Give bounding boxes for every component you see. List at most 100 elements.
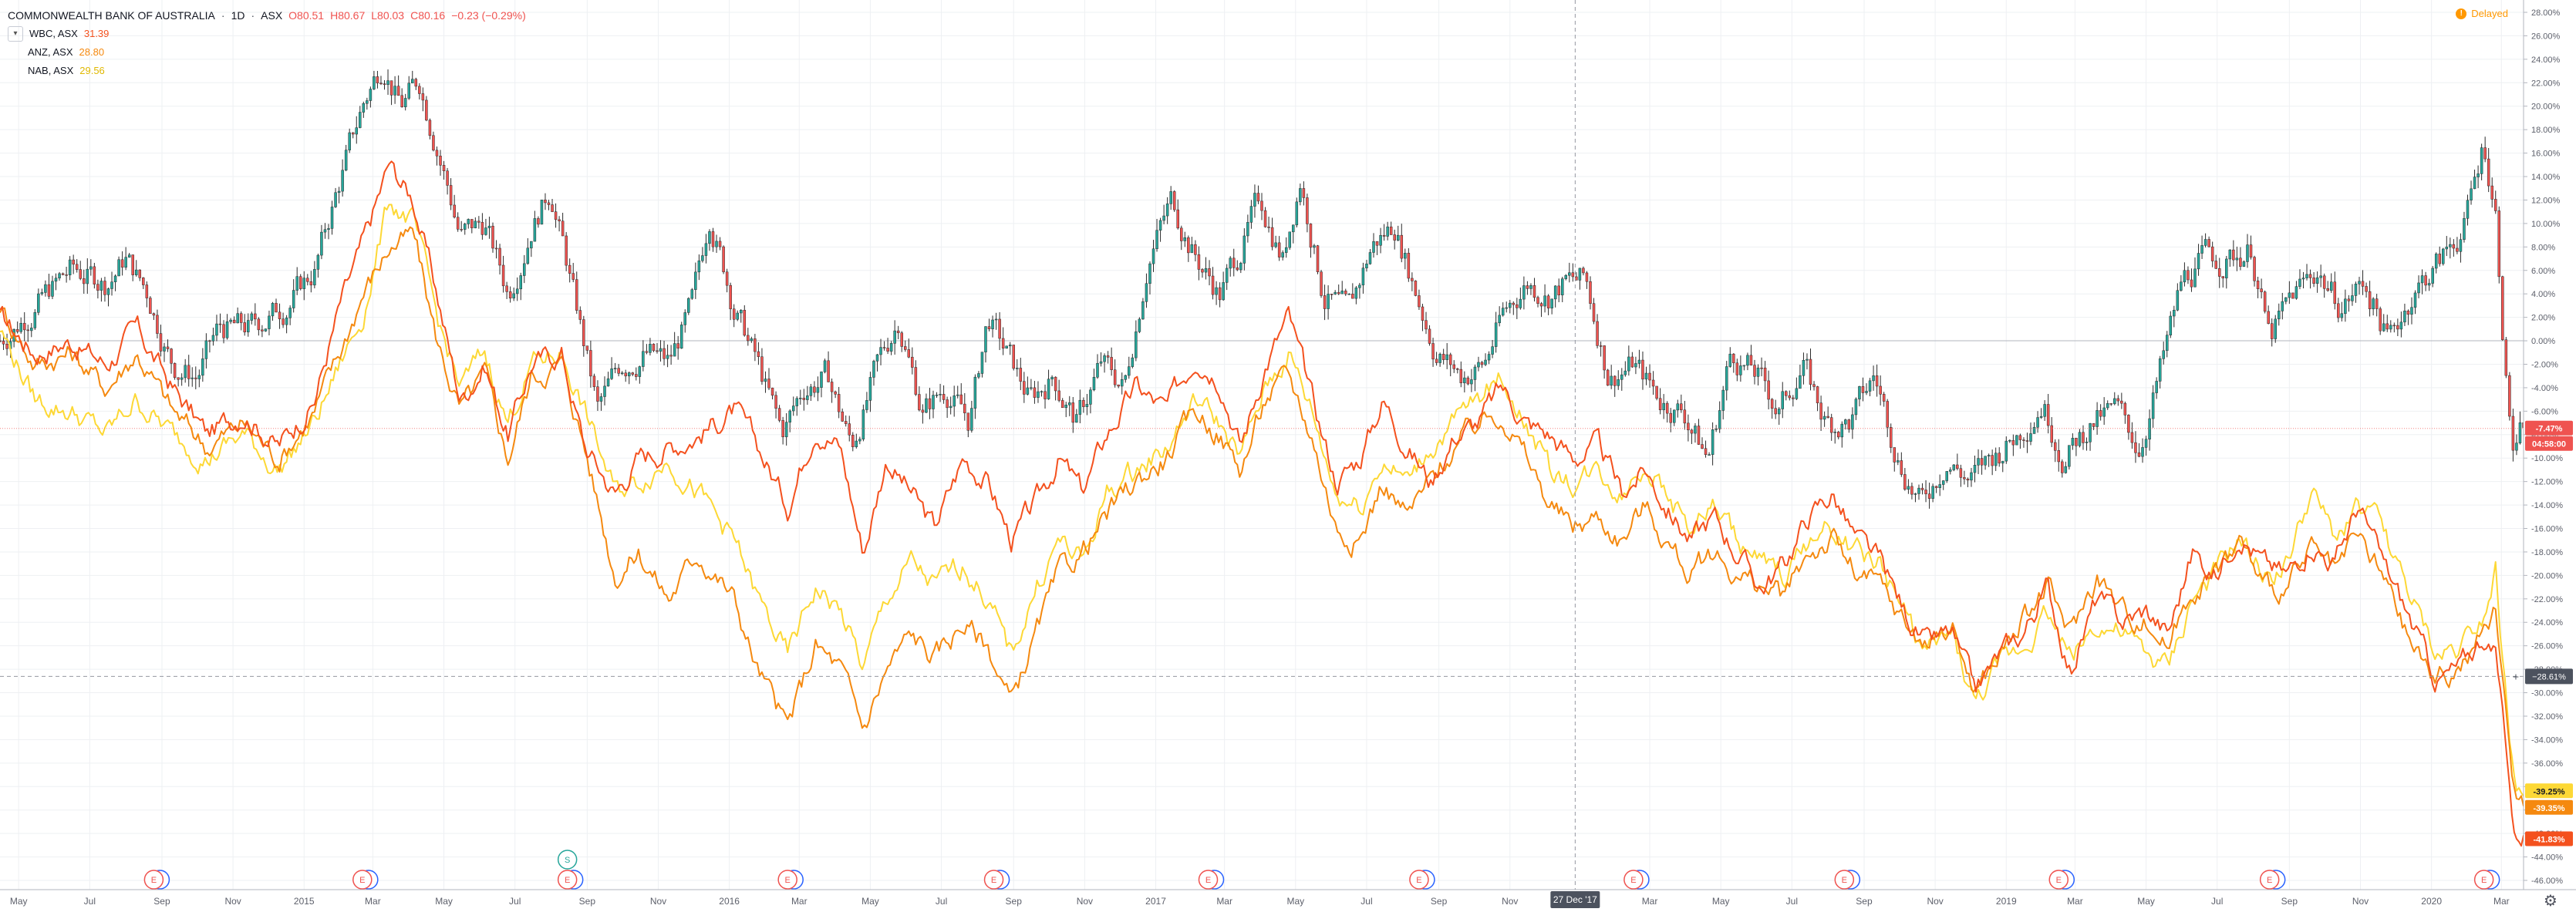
candle-body (1847, 419, 1851, 430)
candle-body (1477, 362, 1480, 368)
candle-body (2123, 402, 2127, 416)
crosshair-price-label: −28.61% (2532, 672, 2566, 681)
candle-body (2144, 439, 2148, 448)
candle-body (561, 220, 565, 237)
candle-body (1484, 359, 1487, 365)
candle-body (1578, 268, 1582, 281)
y-tick-label: -6.00% (2531, 407, 2558, 416)
x-tick-label: Jul (84, 896, 96, 907)
legend-compare-anz[interactable]: ANZ, ASX 28.80 (8, 43, 526, 62)
earnings-marker (143, 870, 164, 890)
candle-body (1680, 403, 1683, 411)
candle-body (1309, 224, 1313, 248)
candle-body (1844, 419, 1847, 425)
legend-main-series[interactable]: COMMONWEALTH BANK OF AUSTRALIA · 1D · AS… (8, 6, 526, 25)
candle-body (320, 231, 323, 256)
candle-body (127, 254, 131, 257)
candle-body (1463, 377, 1466, 384)
candle-body (669, 355, 673, 357)
chevron-down-icon[interactable]: ▾ (8, 26, 23, 42)
candle-body (2459, 239, 2463, 252)
candle-body (2463, 218, 2466, 240)
candle-body (617, 368, 620, 374)
delayed-status[interactable]: ! Delayed (2456, 8, 2508, 19)
candle-body (575, 279, 578, 311)
candle-body (1067, 402, 1071, 406)
earnings-markers[interactable]: E E S E E E E E E E E E E (143, 850, 2500, 890)
event-marker-label: E (151, 876, 157, 885)
candle-body (359, 112, 362, 128)
candle-body (2281, 301, 2284, 311)
candle-body (1910, 486, 1913, 495)
candle-body (932, 395, 935, 409)
candle-body (1128, 366, 1131, 376)
candle-body (774, 395, 777, 409)
candle-body (1550, 298, 1553, 308)
candle-body (813, 386, 816, 393)
candle-body (2207, 239, 2210, 247)
candle-body (229, 319, 232, 322)
candle-body (120, 259, 124, 268)
candle-body (2046, 404, 2050, 426)
candle-body (2116, 398, 2120, 402)
price-label-box (2525, 436, 2573, 451)
candle-body (1865, 391, 1868, 393)
legend-compare-nab[interactable]: NAB, ASX 29.56 (8, 62, 526, 80)
candle-body (89, 266, 93, 270)
candle-body (1361, 268, 1365, 286)
candle-body (1281, 252, 1284, 257)
candle-body (1519, 298, 1522, 308)
candle-body (966, 412, 970, 431)
candle-body (99, 281, 103, 291)
candle-body (998, 318, 1001, 339)
candle-body (2050, 425, 2053, 443)
candle-body (389, 80, 393, 96)
candle-body (1078, 399, 1082, 415)
candle-body (1452, 364, 1456, 369)
candle-body (369, 89, 373, 101)
candle-body (2490, 185, 2493, 200)
candle-body (949, 406, 953, 409)
candle-body (1155, 230, 1158, 249)
x-tick-label: Jul (936, 896, 947, 907)
candle-body (2193, 268, 2197, 288)
candle-body (22, 322, 26, 331)
candle-body (309, 281, 313, 286)
gear-icon[interactable]: ⚙ (2544, 892, 2557, 910)
candle-body (2417, 282, 2420, 294)
candle-body (222, 324, 225, 338)
candle-body (2029, 433, 2032, 442)
candle-body (79, 269, 82, 279)
candle-body (2361, 281, 2365, 287)
candle-body (627, 372, 631, 377)
y-tick-label: 28.00% (2531, 8, 2561, 18)
time-axis[interactable]: May Jul Sep Nov 2015 Mar May Jul Sep Nov 2016 Mar Ma… (0, 889, 2576, 908)
candle-body (2176, 290, 2180, 311)
x-tick-label: 2017 (1145, 896, 1166, 907)
candle-body (1151, 248, 1155, 264)
candle-body (285, 318, 288, 325)
candle-body (2022, 439, 2025, 441)
candle-body (1858, 385, 1861, 399)
candle-body (1966, 478, 1970, 481)
candle-body (2449, 244, 2452, 247)
candle-body (411, 79, 414, 84)
candle-body (2092, 423, 2096, 427)
candle-body (1368, 252, 1372, 264)
legend-compare-wbc[interactable]: ▾ WBC, ASX 31.39 (8, 25, 526, 43)
candle-body (2228, 249, 2232, 260)
candle-body (1284, 247, 1288, 253)
candle-body (2082, 432, 2085, 443)
candle-body (984, 326, 987, 352)
candle-body (282, 318, 285, 325)
candle-body (1998, 453, 2001, 464)
candle-body (428, 119, 432, 136)
candle-body (861, 409, 865, 439)
candle-body (2319, 275, 2322, 278)
candle-body (1158, 220, 1162, 231)
candle-body (1886, 401, 1889, 428)
candle-body (302, 278, 306, 289)
earnings-marker (2473, 870, 2494, 890)
price-axis[interactable]: 28.00% 26.00% 24.00% 22.00% 20.00% 18.00% 16.0… (2513, 0, 2576, 912)
